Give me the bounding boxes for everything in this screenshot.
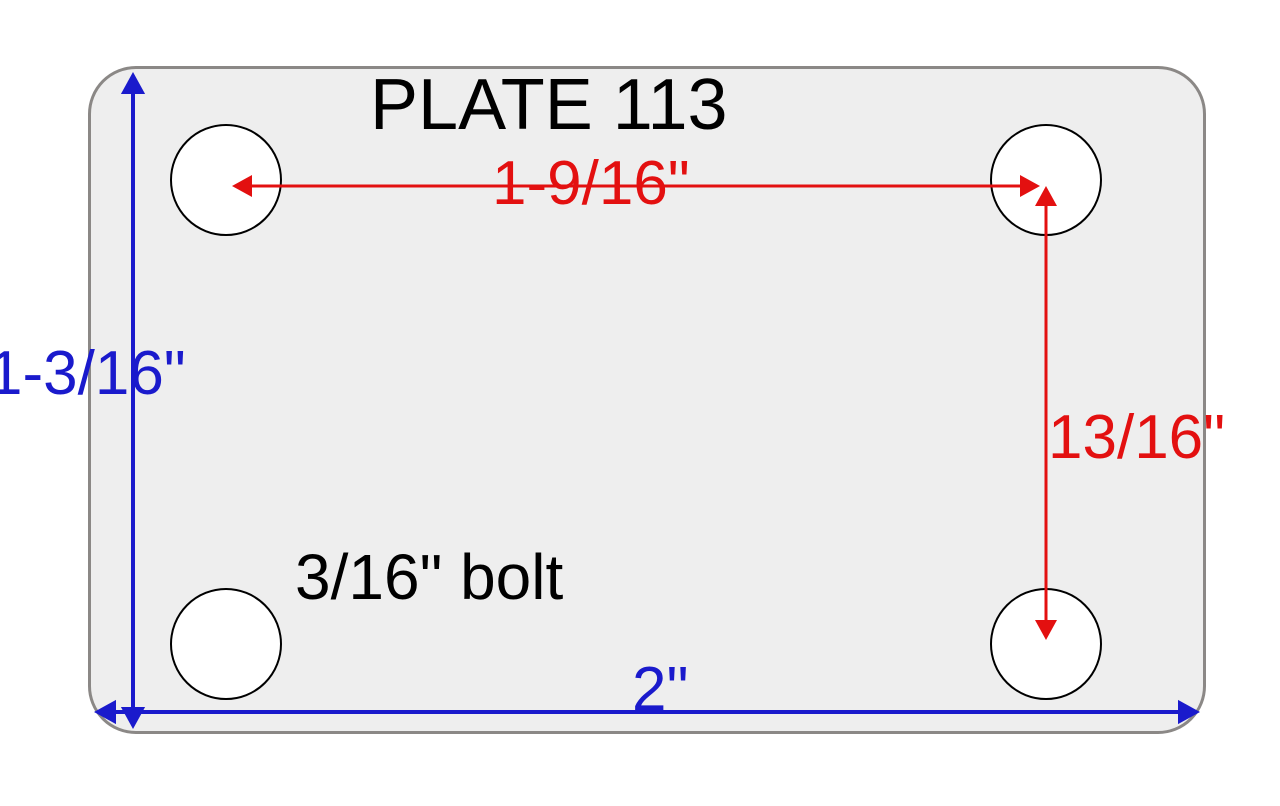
dimension-label-hole-horizontal: 1-9/16" — [492, 148, 690, 219]
dimension-label-hole-vertical: 13/16" — [1048, 402, 1225, 473]
plate-hole — [170, 124, 282, 236]
bolt-label: 3/16" bolt — [295, 540, 563, 614]
dimension-label-width: 2" — [632, 654, 689, 725]
plate-hole — [990, 588, 1102, 700]
plate-hole — [170, 588, 282, 700]
plate-hole — [990, 124, 1102, 236]
dimension-label-height: 1-3/16" — [0, 338, 186, 409]
plate-title: PLATE 113 — [370, 64, 728, 146]
